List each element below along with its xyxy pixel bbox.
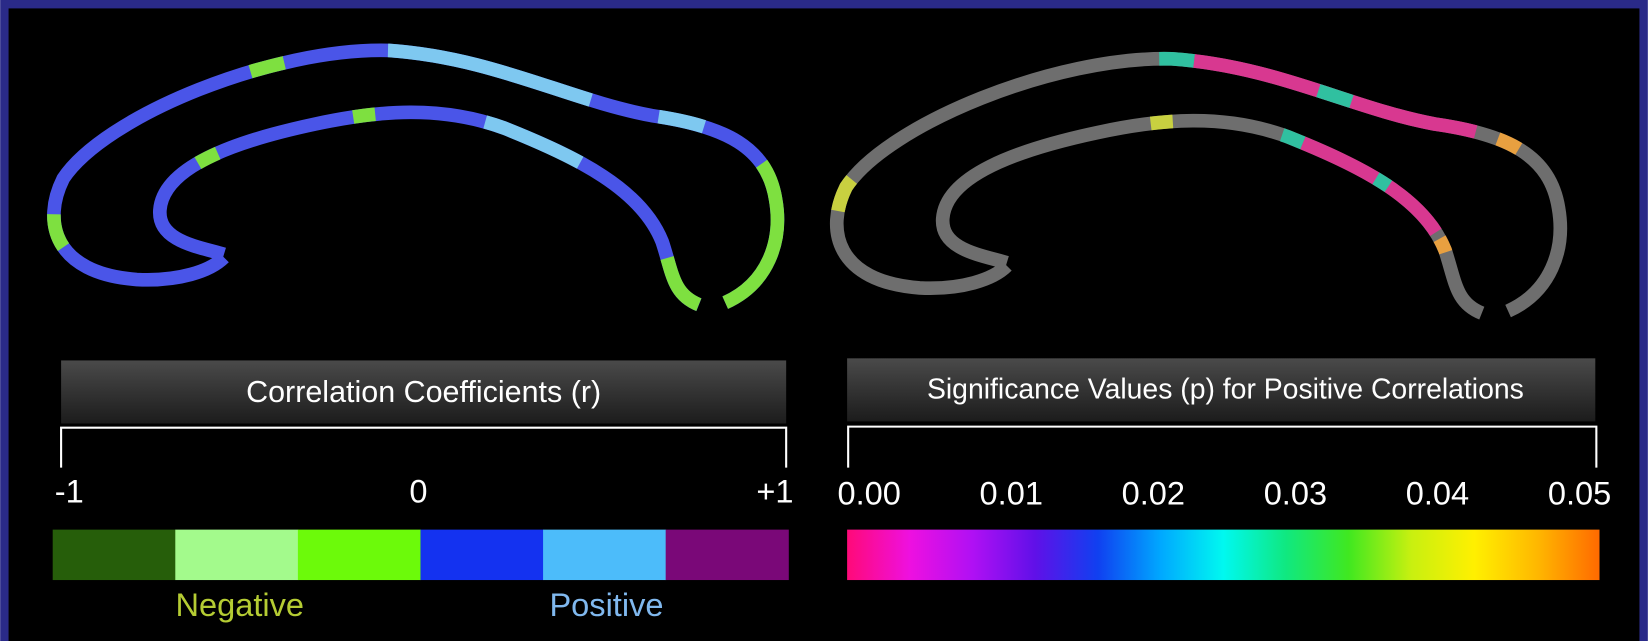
- swatch: [297, 529, 422, 581]
- swatch: [52, 529, 176, 581]
- group-label: Negative: [175, 587, 304, 623]
- header-bar: [847, 358, 1596, 422]
- swatch: [175, 529, 299, 581]
- scale-label: 0: [409, 473, 427, 509]
- panel-title: Correlation Coefficients (r): [246, 375, 601, 409]
- swatch: [420, 529, 544, 581]
- swatch: [665, 529, 789, 581]
- scale-label: +1: [756, 473, 793, 509]
- scale-label: 0.01: [980, 476, 1043, 512]
- scale-label: 0.05: [1548, 476, 1611, 512]
- scale-label: 0.03: [1264, 476, 1327, 512]
- scale-label: 0.00: [837, 476, 900, 512]
- bracket: [60, 426, 788, 468]
- scale-label: 0.04: [1406, 476, 1469, 512]
- group-label: Positive: [549, 587, 663, 623]
- swatch: [543, 529, 667, 581]
- scale-label: 0.02: [1122, 476, 1185, 512]
- panel-title: Significance Values (p) for Positive Cor…: [927, 373, 1524, 405]
- color-gradient: [847, 529, 1600, 581]
- scale-label: -1: [55, 473, 84, 509]
- header-bar: [61, 360, 787, 424]
- color-scale: [52, 529, 789, 581]
- bracket: [847, 425, 1598, 468]
